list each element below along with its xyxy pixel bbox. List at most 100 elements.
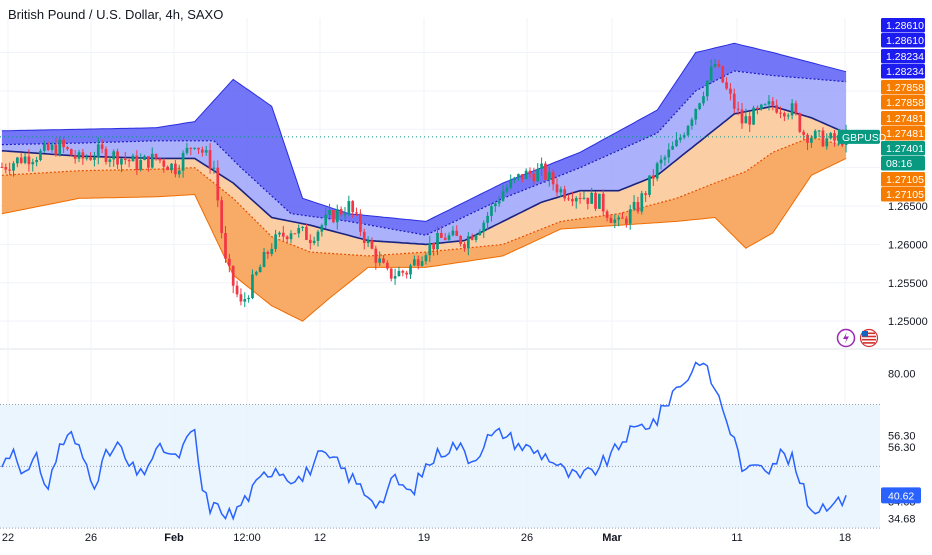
candle-body — [436, 233, 439, 250]
chart-title: British Pound / U.S. Dollar, 4h, SAXO — [8, 7, 224, 22]
candle-body — [440, 233, 443, 238]
price-tag — [881, 95, 925, 110]
price-tag-label: 1.28234 — [886, 66, 924, 78]
candle-body — [397, 270, 401, 277]
candle-body — [505, 187, 509, 192]
candle-body — [158, 158, 162, 161]
candle-body — [833, 133, 836, 141]
time-axis-tick: 22 — [2, 532, 14, 544]
candle-body — [243, 299, 247, 302]
axes: 1.26500 1.26000 1.25500 1.25000 80.00 56.3056… — [2, 201, 928, 544]
candle-body — [644, 193, 647, 195]
candle-body — [208, 150, 212, 169]
candle-body — [66, 147, 69, 150]
candle-body — [4, 167, 8, 170]
candle-body — [320, 225, 324, 232]
candle-body — [578, 198, 582, 199]
candle-body — [247, 298, 250, 300]
candle-body — [655, 163, 659, 179]
candle-body — [652, 175, 655, 179]
candle-body — [675, 139, 678, 147]
candle-body — [509, 179, 513, 188]
candle-body — [513, 177, 516, 180]
candle-body — [786, 115, 790, 117]
candle-body — [806, 134, 809, 143]
candle-body — [559, 189, 563, 193]
price-tag — [881, 172, 925, 187]
candle-body — [270, 248, 274, 254]
candle-body — [524, 170, 528, 179]
candle-body — [382, 258, 385, 263]
candle-body — [19, 157, 23, 163]
candle-body — [285, 236, 289, 240]
flash-icon[interactable] — [836, 328, 856, 348]
candle-body — [251, 274, 254, 298]
candle-body — [231, 265, 235, 286]
candle-body — [413, 259, 416, 266]
lower-band-line — [1, 157, 847, 322]
candles — [0, 59, 880, 308]
candle-body — [69, 149, 73, 156]
time-axis-tick: 18 — [839, 532, 851, 544]
rsi-line — [1, 361, 847, 521]
candle-body — [177, 170, 181, 175]
candle-body — [339, 209, 343, 215]
candle-body — [574, 198, 578, 202]
candle-body — [266, 252, 270, 254]
candle-body — [35, 160, 38, 163]
candle-body — [802, 131, 806, 135]
price-tag — [881, 156, 925, 171]
candle-body — [698, 103, 701, 109]
candle-body — [690, 119, 694, 126]
candle-body — [825, 138, 829, 147]
candle-body — [150, 153, 154, 168]
candle-body — [42, 144, 46, 151]
candle-body — [609, 217, 613, 223]
candle-body — [362, 231, 366, 243]
price-tag-label: 1.28610 — [886, 20, 924, 32]
candle-body — [154, 153, 158, 159]
price-tag — [881, 18, 925, 33]
candle-body — [312, 240, 316, 243]
candle-body — [258, 267, 262, 273]
candle-body — [667, 149, 671, 158]
candle-body — [555, 184, 559, 193]
candle-body — [181, 152, 185, 171]
candle-body — [96, 144, 100, 158]
lower-mid-line — [1, 136, 847, 257]
candle-body — [0, 166, 4, 168]
time-axis-tick: 26 — [521, 532, 533, 544]
candle-body — [58, 139, 62, 155]
candle-body — [470, 236, 474, 240]
candle-body — [582, 197, 586, 199]
price-tag-label: 08:16 — [886, 158, 912, 170]
candle-body — [601, 193, 605, 212]
candle-body — [366, 240, 370, 244]
candle-body — [628, 209, 632, 224]
candle-body — [432, 243, 435, 250]
candle-body — [625, 218, 628, 224]
candle-body — [775, 105, 779, 113]
price-axis-tick: 1.25500 — [888, 278, 928, 290]
candle-body — [293, 233, 297, 235]
candle-body — [594, 192, 597, 209]
candle-body — [193, 147, 197, 149]
candle-body — [289, 233, 293, 240]
candle-body — [663, 157, 667, 160]
candle-body — [497, 200, 501, 204]
candle-body — [189, 147, 193, 149]
candle-body — [305, 226, 308, 240]
candle-body — [39, 150, 42, 160]
candle-body — [540, 163, 543, 169]
price-tag-label: 1.28234 — [886, 51, 924, 63]
candle-body — [709, 66, 713, 81]
candle-body — [474, 235, 478, 240]
candle-body — [166, 166, 170, 171]
us-flag-icon[interactable] — [859, 328, 879, 348]
candle-body — [428, 243, 432, 256]
candle-body — [528, 170, 532, 174]
candle-body — [23, 156, 27, 163]
candle-body — [185, 147, 189, 153]
